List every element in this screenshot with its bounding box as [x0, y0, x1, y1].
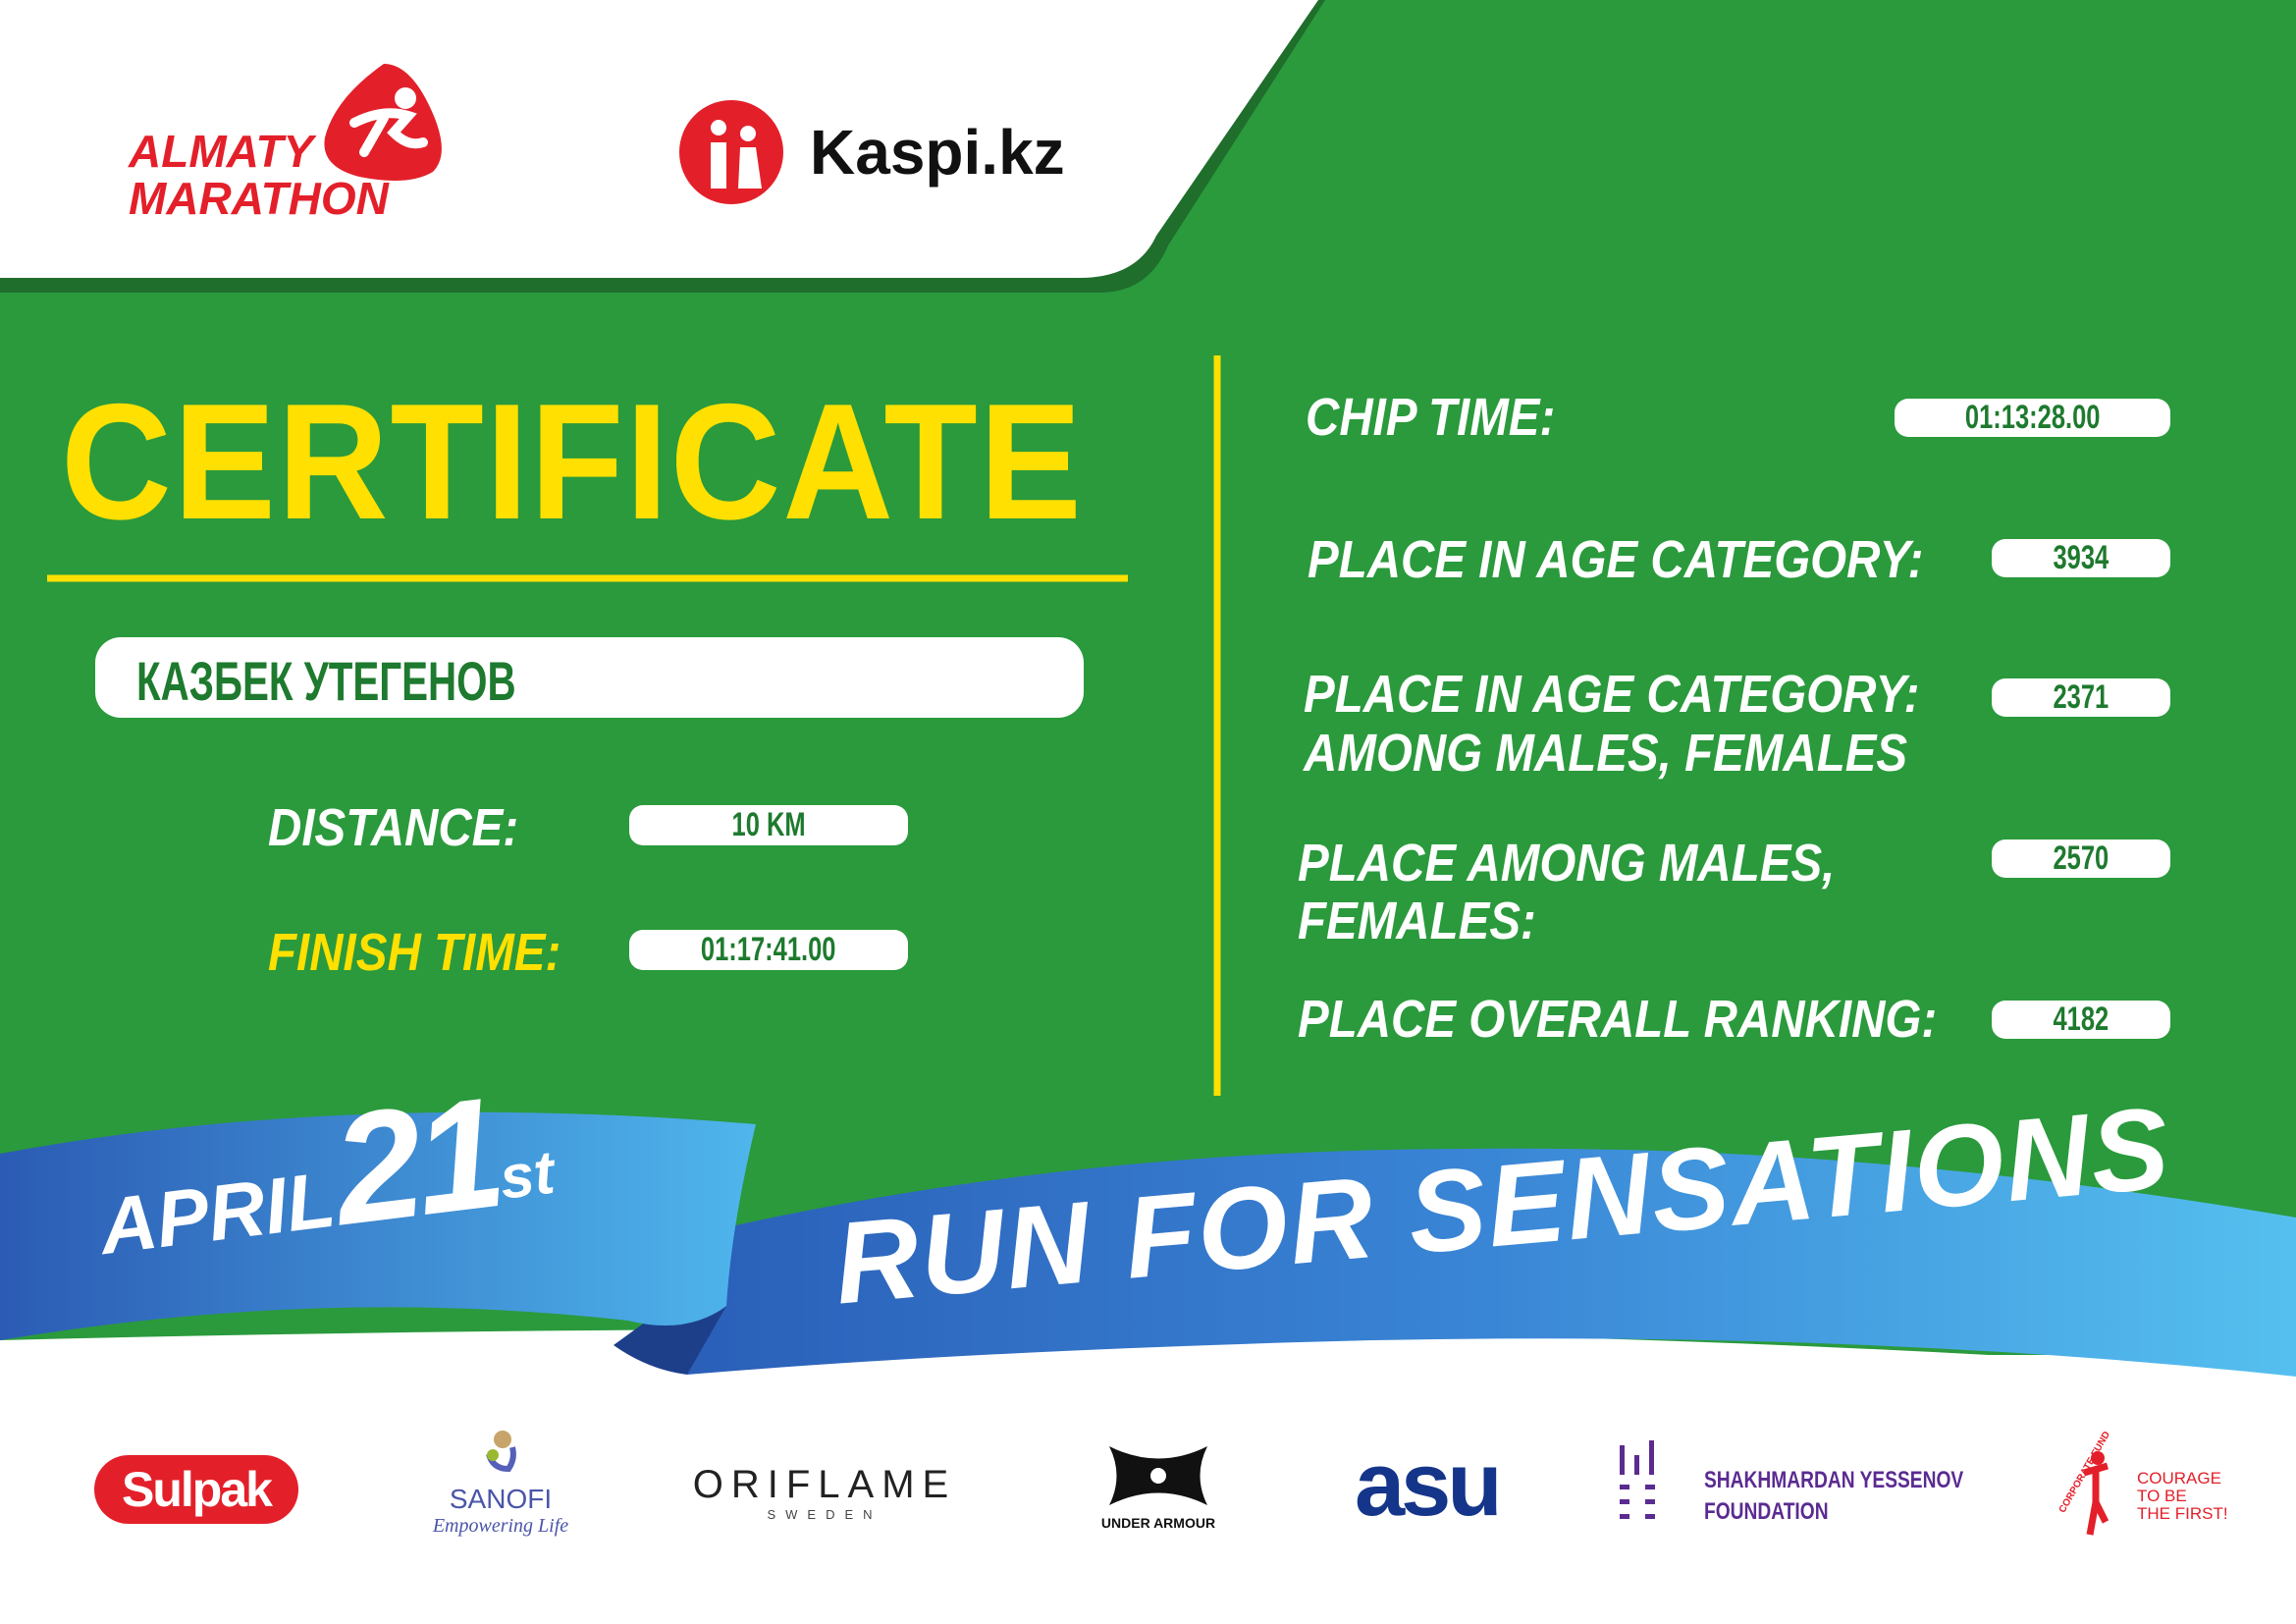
ribbon-main	[687, 1148, 2296, 1377]
ribbon-fold	[614, 1306, 726, 1375]
under-armour-icon	[1109, 1446, 1207, 1505]
overall-ranking-value: 4182	[1992, 1001, 2170, 1039]
overall-ranking-label: PLACE OVERALL RANKING:	[1298, 990, 1938, 1049]
age-category-gender-label-1: PLACE IN AGE CATEGORY:	[1304, 665, 1920, 724]
ribbon-left	[0, 1111, 756, 1340]
almaty-marathon-text: ALMATY MARATHON	[129, 126, 389, 224]
age-category-value: 3934	[1992, 539, 2170, 577]
gender-place-label-1: PLACE AMONG MALES,	[1298, 834, 1836, 893]
oriflame-logo: ORIFLAME SWEDEN	[692, 1463, 957, 1522]
courage-runner-icon	[2083, 1451, 2109, 1536]
yessenov-icon	[1620, 1440, 1655, 1519]
runner-name-field: КАЗБЕК УТЕГЕНОВ	[95, 637, 1084, 718]
runner-icon	[324, 64, 442, 181]
finish-time-label: FINISH TIME:	[268, 923, 561, 982]
courage-fund-logo: CORPORATE FUND COURAGE TO BE THE FIRST!	[2056, 1430, 2228, 1542]
age-category-label: PLACE IN AGE CATEGORY:	[1308, 530, 1924, 589]
finish-time-value: 01:17:41.00	[629, 930, 908, 970]
almaty-marathon-logo: ALMATY MARATHON	[129, 59, 453, 231]
chip-time-label: CHIP TIME:	[1306, 388, 1556, 447]
yessenov-foundation-logo: SHAKHMARDAN YESSENOV FOUNDATION	[1618, 1435, 1963, 1525]
age-category-gender-label-2: AMONG MALES, FEMALES	[1304, 724, 1908, 783]
date-month: APRIL	[94, 1155, 340, 1272]
gender-place-value: 2570	[1992, 839, 2170, 878]
age-category-gender-value: 2371	[1992, 678, 2170, 717]
sanofi-icon	[486, 1431, 516, 1473]
certificate-title: CERTIFICATE	[61, 369, 1084, 554]
date-suffix: st	[496, 1138, 559, 1213]
header-white	[0, 0, 1318, 278]
asu-logo: asu	[1355, 1435, 1503, 1535]
sulpak-logo: Sulpak	[94, 1455, 298, 1524]
under-armour-logo: UNDER ARMOUR	[1075, 1441, 1242, 1531]
gender-place-label-2: FEMALES:	[1298, 892, 1536, 950]
chip-time-value: 01:13:28.00	[1895, 399, 2170, 437]
runner-name: КАЗБЕК УТЕГЕНОВ	[136, 650, 516, 712]
distance-label: DISTANCE:	[268, 798, 519, 857]
kaspi-text: Kaspi.kz	[810, 117, 1065, 188]
kaspi-logo: Kaspi.kz	[677, 98, 1070, 206]
distance-value: 10 KM	[629, 805, 908, 845]
date-day: 21	[324, 1063, 507, 1259]
kaspi-icon	[679, 100, 783, 204]
sanofi-logo: SANOFI Empowering Life	[412, 1430, 589, 1538]
